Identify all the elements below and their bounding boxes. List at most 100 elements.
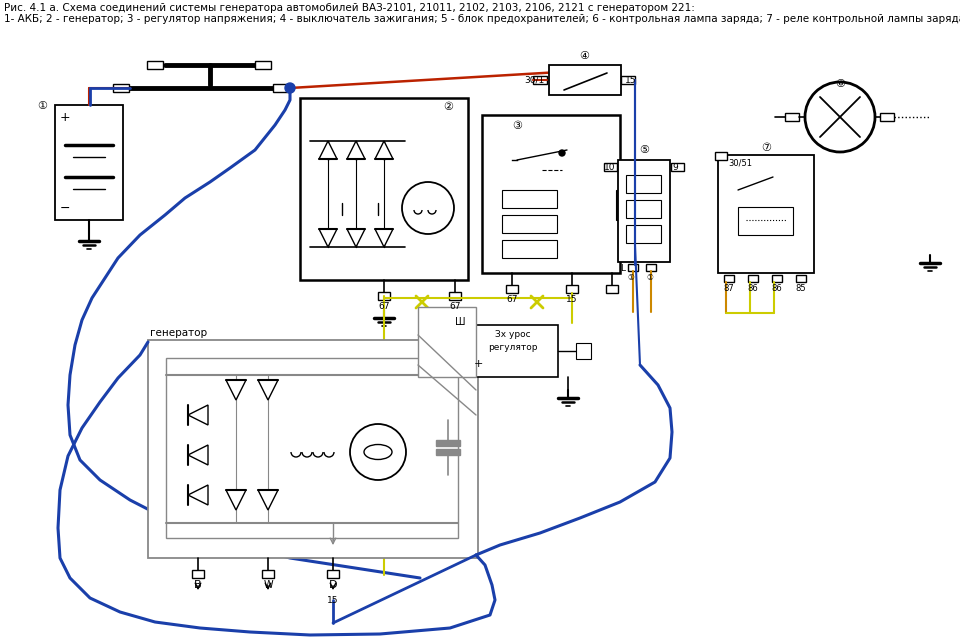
Text: 67: 67 (378, 302, 390, 311)
Text: генератор: генератор (150, 328, 207, 338)
Bar (482, 115, 620, 273)
Text: 67: 67 (506, 295, 517, 304)
Bar (502, 240, 557, 258)
Text: 30/1: 30/1 (525, 75, 545, 84)
Bar (300, 98, 468, 280)
Bar (772, 275, 782, 282)
Text: 15: 15 (625, 75, 636, 84)
Polygon shape (258, 380, 278, 400)
Bar (724, 275, 734, 282)
Bar (418, 307, 476, 377)
Bar (273, 84, 289, 92)
Polygon shape (188, 405, 208, 425)
Polygon shape (319, 229, 337, 247)
Text: ①: ① (628, 273, 635, 282)
Bar (785, 113, 799, 121)
Bar (148, 340, 478, 558)
Circle shape (559, 150, 565, 156)
Text: 86: 86 (748, 284, 758, 293)
Bar (449, 292, 461, 300)
Text: ②: ② (443, 102, 453, 112)
Polygon shape (319, 141, 337, 159)
Bar (166, 358, 458, 538)
Bar (566, 285, 578, 293)
Text: 86: 86 (772, 284, 782, 293)
Bar (502, 215, 557, 233)
Bar (436, 449, 460, 455)
Text: +: + (473, 359, 483, 369)
Text: 87: 87 (724, 284, 734, 293)
Bar (506, 285, 518, 293)
Bar (192, 570, 204, 578)
Bar (436, 440, 460, 446)
Bar (549, 65, 621, 95)
Bar (628, 264, 638, 271)
Text: B: B (194, 580, 202, 590)
Bar (626, 200, 661, 218)
Polygon shape (375, 229, 393, 247)
Polygon shape (375, 141, 393, 159)
Bar (468, 325, 558, 377)
Bar (618, 160, 670, 262)
Bar (576, 343, 591, 359)
Text: 67: 67 (449, 302, 461, 311)
Circle shape (285, 83, 295, 93)
Text: 85: 85 (796, 284, 806, 293)
Polygon shape (347, 229, 365, 247)
Bar (255, 61, 271, 69)
Bar (147, 61, 163, 69)
Bar (626, 175, 661, 193)
Text: ①: ① (37, 101, 47, 111)
Bar (621, 76, 635, 84)
Polygon shape (226, 490, 246, 510)
Text: −: − (60, 202, 70, 215)
Bar (646, 264, 656, 271)
Bar (748, 275, 758, 282)
Bar (671, 163, 684, 171)
Ellipse shape (364, 444, 392, 460)
Polygon shape (226, 380, 246, 400)
Bar (715, 152, 727, 160)
Text: регулятор: регулятор (489, 343, 538, 352)
Text: 15: 15 (327, 596, 339, 605)
Bar (502, 190, 557, 208)
Text: ③: ③ (512, 121, 522, 131)
Bar (55, 105, 123, 220)
Bar (604, 163, 617, 171)
Text: Ш: Ш (455, 317, 466, 327)
Text: Зх урос: Зх урос (495, 330, 531, 339)
Bar (113, 84, 129, 92)
Text: W: W (263, 580, 273, 590)
Circle shape (350, 424, 406, 480)
Bar (533, 76, 547, 84)
Text: 9: 9 (672, 163, 678, 172)
Text: ⑥: ⑥ (835, 79, 845, 89)
Polygon shape (188, 485, 208, 505)
Text: ⑤: ⑤ (639, 145, 649, 155)
Bar (262, 570, 274, 578)
Bar (796, 275, 806, 282)
Bar (327, 570, 339, 578)
Text: 15: 15 (566, 295, 578, 304)
Text: +: + (60, 111, 71, 124)
Bar (378, 292, 390, 300)
Polygon shape (347, 141, 365, 159)
Polygon shape (188, 445, 208, 465)
Polygon shape (258, 490, 278, 510)
Text: 30/51: 30/51 (728, 158, 752, 167)
Text: D: D (328, 580, 337, 590)
Text: Рис. 4.1 а. Схема соединений системы генератора автомобилей ВАЗ-2101, 21011, 210: Рис. 4.1 а. Схема соединений системы ген… (4, 3, 695, 13)
Circle shape (402, 182, 454, 234)
Bar (626, 225, 661, 243)
Text: 10: 10 (604, 163, 615, 172)
Bar (616, 190, 620, 220)
Text: 1- АКБ; 2 - генератор; 3 - регулятор напряжения; 4 - выключатель зажигания; 5 - : 1- АКБ; 2 - генератор; 3 - регулятор нап… (4, 14, 960, 24)
Text: ④: ④ (579, 51, 589, 61)
Text: L: L (620, 264, 625, 273)
Bar (718, 155, 814, 273)
Bar (606, 285, 618, 293)
Circle shape (805, 82, 875, 152)
Bar (880, 113, 894, 121)
Text: ①: ① (647, 273, 654, 282)
Bar (738, 207, 793, 235)
